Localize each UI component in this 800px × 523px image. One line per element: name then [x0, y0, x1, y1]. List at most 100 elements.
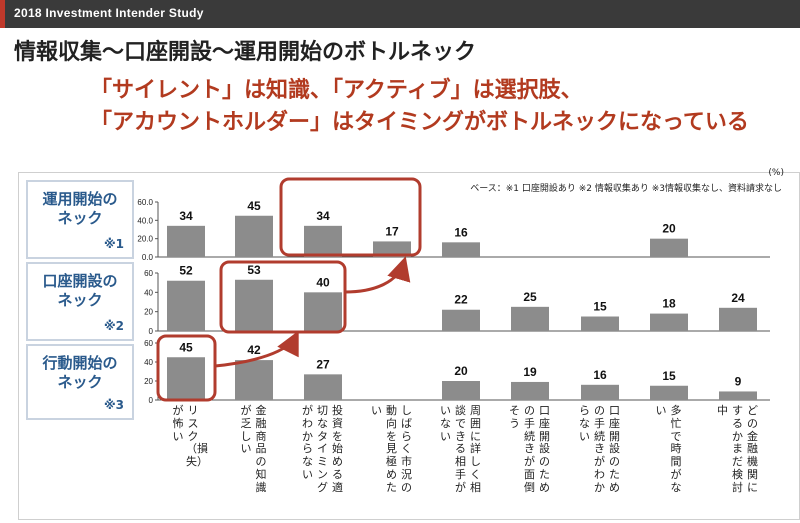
bar-3-5: [442, 381, 480, 400]
y-tick-label: 60: [144, 269, 153, 278]
category-label-1-col1: リスク（損失）: [186, 404, 208, 469]
y-tick-label: 40: [144, 358, 153, 367]
row-label-3: 行動開始の ネック ※3: [26, 344, 134, 420]
bar-3-8: [650, 385, 688, 400]
top-bar-accent: [0, 0, 5, 28]
row-label-3-line2: ネック: [57, 373, 103, 391]
row-label-1: 運用開始の ネック ※1: [26, 180, 134, 259]
bar-2-6: [511, 306, 549, 331]
row-label-2: 口座開設の ネック ※2: [26, 262, 134, 341]
row-label-2-note: ※2: [103, 319, 124, 333]
highlight-box-bottom: [156, 334, 217, 402]
subtitle-line-2: 「アカウントホルダー」はタイミングがボトルネックになっている: [90, 110, 749, 135]
row-label-1-note: ※1: [103, 237, 124, 251]
y-tick-label: 40.0: [137, 216, 153, 225]
category-label-5-col2: 談できる相手が: [455, 404, 466, 494]
bar-3-1: [167, 357, 205, 400]
bar-2-9: [719, 307, 757, 331]
data-label: 16: [593, 368, 607, 382]
y-tick-label: 0: [149, 327, 154, 336]
data-label: 20: [662, 222, 676, 236]
data-label: 40: [316, 275, 330, 289]
category-label-5-col1: 周囲に詳しく相: [470, 404, 481, 494]
y-tick-label: 20: [144, 308, 153, 317]
category-label-7-col1: 口座開設のため: [609, 404, 620, 494]
bar-2-1: [167, 280, 205, 331]
category-label-4-col2: 動向を見極めた: [386, 404, 397, 494]
row-label-2-line2: ネック: [57, 291, 103, 309]
category-label-9-col1: どの金融機関に: [747, 404, 758, 494]
y-tick-label: 20.0: [137, 235, 153, 244]
category-label-7-col3: らない: [579, 404, 590, 443]
data-label: 16: [454, 225, 468, 239]
row-label-2-line1: 口座開設の: [42, 272, 118, 290]
unit-label: (%): [768, 168, 784, 178]
bar-2-5: [442, 309, 480, 331]
bar-2-2: [235, 279, 273, 331]
bar-3-6: [511, 381, 549, 400]
row-label-1-line2: ネック: [57, 209, 103, 227]
y-tick-label: 60: [144, 339, 153, 348]
bar-3-7: [581, 384, 619, 400]
flow-arrow-upper: [344, 256, 411, 294]
category-label-8-col2: い: [655, 404, 667, 417]
bar-2-8: [650, 313, 688, 331]
data-label: 19: [523, 365, 537, 379]
bar-3-3: [304, 374, 342, 400]
category-label-4-col1: しばらく市況の: [401, 404, 412, 494]
bar-1-4: [373, 241, 411, 257]
data-label: 53: [247, 263, 261, 277]
data-label: 34: [316, 209, 330, 223]
highlight-box-top: [279, 177, 422, 257]
bar-1-1: [167, 225, 205, 257]
data-label: 42: [247, 343, 261, 357]
y-tick-label: 20: [144, 377, 153, 386]
row-label-1-line1: 運用開始の: [42, 190, 118, 208]
category-label-3-col2: 切なタイミング: [317, 404, 328, 494]
chart-panel: [18, 172, 800, 520]
study-name: 2018 Investment Intender Study: [14, 6, 204, 20]
row-label-3-line1: 行動開始の: [42, 354, 118, 372]
category-label-3-col1: 投資を始める適: [332, 404, 343, 494]
base-note: ベース：※1 口座開設あり ※2 情報収集あり ※3情報収集なし、資料請求なし: [470, 184, 782, 194]
data-label: 52: [179, 264, 193, 278]
category-label-1-col2: が怖い: [172, 404, 184, 443]
bar-1-2: [235, 215, 273, 257]
flow-arrow-lower: [214, 330, 299, 368]
data-label: 20: [454, 364, 468, 378]
category-label-8-col1: 多忙で時間がな: [670, 404, 682, 494]
data-label: 17: [385, 224, 399, 238]
data-label: 27: [316, 357, 330, 371]
row-label-3-note: ※3: [103, 398, 124, 412]
top-bar: 2018 Investment Intender Study: [0, 0, 800, 28]
bar-1-5: [442, 242, 480, 257]
page-title: 情報収集〜口座開設〜運用開始のボトルネック: [14, 40, 477, 65]
y-tick-label: 60.0: [137, 198, 153, 207]
data-label: 15: [662, 369, 676, 383]
category-label-6-col3: そう: [509, 404, 520, 430]
y-tick-label: 0.0: [142, 253, 154, 262]
bar-1-3: [304, 225, 342, 257]
category-label-9-col3: 中: [717, 404, 728, 417]
category-label-7-col2: の手続きがわか: [594, 404, 605, 494]
data-label: 45: [247, 199, 261, 213]
category-label-6-col2: の手続きが面倒: [524, 404, 535, 494]
category-label-2-col1: 金融商品の知識: [255, 404, 267, 494]
bar-2-3: [304, 292, 342, 331]
data-label: 25: [523, 290, 537, 304]
y-tick-label: 0: [149, 396, 154, 405]
category-label-9-col2: するかまだ検討: [732, 404, 743, 494]
data-label: 9: [735, 374, 742, 388]
data-label: 22: [454, 293, 468, 307]
subtitle-line-1: 「サイレント」は知識、「アクティブ」は選択肢、: [90, 78, 583, 103]
bar-3-2: [235, 360, 273, 400]
category-label-4-col3: い: [371, 404, 382, 417]
data-label: 18: [662, 297, 676, 311]
bar-1-8: [650, 238, 688, 257]
category-label-3-col3: がわからない: [302, 404, 313, 481]
data-label: 34: [179, 209, 193, 223]
y-tick-label: 40: [144, 288, 153, 297]
category-label-5-col3: いない: [440, 404, 451, 443]
category-label-2-col2: が乏しい: [240, 404, 252, 456]
